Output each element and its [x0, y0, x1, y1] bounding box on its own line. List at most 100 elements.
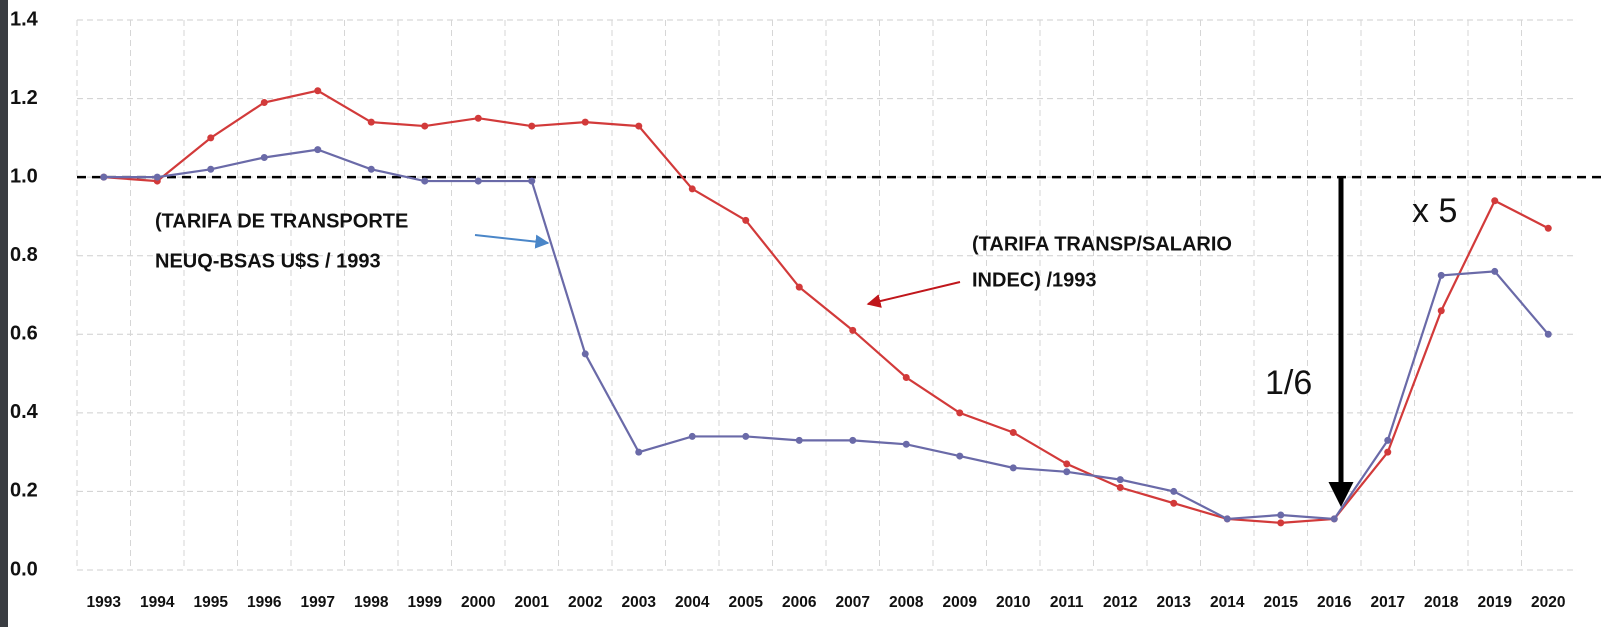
y-tick-label: 0.6: [10, 323, 38, 345]
plot: [77, 87, 1601, 527]
point: [1437, 271, 1445, 279]
x-tick-label: 2003: [622, 594, 657, 611]
point: [421, 122, 429, 130]
point: [1491, 267, 1499, 275]
point: [742, 216, 750, 224]
point: [100, 173, 108, 181]
point: [207, 165, 215, 173]
x-tick-label: 1995: [194, 594, 229, 611]
x-tick-label: 2019: [1478, 594, 1513, 611]
x-tick-label: 2010: [996, 594, 1030, 611]
point: [849, 326, 857, 334]
point: [956, 452, 964, 460]
x-tick-label: 2013: [1157, 594, 1192, 611]
x-tick-label: 2002: [568, 594, 602, 611]
point: [474, 114, 482, 122]
x-tick-label: 2009: [943, 594, 978, 611]
x-tick-label: 2012: [1103, 594, 1137, 611]
point: [367, 165, 375, 173]
annotation: (TARIFA TRANSP/SALARIO: [972, 233, 1232, 255]
point: [1330, 515, 1338, 523]
x-tick-label: 1994: [140, 594, 175, 611]
y-tick-label: 0.2: [10, 480, 38, 502]
point: [1384, 448, 1392, 456]
point: [849, 436, 857, 444]
point: [1491, 197, 1499, 205]
point: [314, 146, 322, 154]
point: [1277, 511, 1285, 519]
x-tick-label: 2017: [1371, 594, 1405, 611]
y-tick-label: 0.4: [10, 401, 39, 423]
series-line: [103, 148, 1550, 521]
point: [581, 350, 589, 358]
point: [1170, 499, 1178, 507]
point: [742, 432, 750, 440]
x-tick-label: 1999: [408, 594, 443, 611]
point: [688, 432, 696, 440]
point: [421, 177, 429, 185]
point: [581, 118, 589, 126]
point: [260, 99, 268, 106]
point: [1009, 429, 1017, 436]
point: [1063, 460, 1071, 468]
y-tick-label: 0.8: [10, 244, 38, 266]
point: [635, 448, 643, 456]
x-tick-label: 2016: [1317, 594, 1352, 611]
annotation: INDEC) /1993: [972, 269, 1097, 291]
point: [1063, 468, 1071, 476]
y-tick-label: 1.2: [10, 87, 38, 109]
point: [1170, 487, 1178, 495]
annotation: 1/6: [1265, 364, 1312, 402]
x-tick-label: 2011: [1050, 594, 1084, 611]
point: [528, 122, 536, 130]
annotation: NEUQ-BSAS U$S / 1993: [155, 250, 381, 272]
x-tick-label: 1997: [301, 594, 335, 611]
x-tick-label: 2000: [461, 594, 495, 611]
x-tick-label: 2008: [889, 594, 924, 611]
point: [1544, 224, 1552, 232]
x-tick-label: 1996: [247, 594, 282, 611]
x-tick-label: 2004: [675, 594, 710, 611]
annotation-arrow: [474, 234, 550, 249]
point: [1384, 436, 1392, 444]
x-tick-label: 2001: [515, 594, 550, 611]
point: [795, 283, 803, 291]
point: [528, 177, 536, 185]
point: [367, 118, 375, 126]
x-tick-label: 1998: [354, 594, 389, 611]
x-tick-label: 2005: [729, 594, 764, 611]
x-tick-label: 2014: [1210, 594, 1245, 611]
point: [1116, 484, 1124, 491]
x-tick-label: 2018: [1424, 594, 1459, 611]
point: [635, 122, 643, 130]
point: [314, 87, 322, 95]
point: [1544, 330, 1552, 338]
point: [902, 374, 910, 381]
x-tick-label: 2015: [1264, 594, 1299, 611]
x-tick-label: 2020: [1531, 594, 1565, 611]
x-tick-label: 2006: [782, 594, 817, 611]
annotation-arrow: [866, 281, 961, 308]
annotation: x 5: [1412, 192, 1457, 230]
x-tick-label: 2007: [836, 594, 870, 611]
point: [1009, 464, 1017, 472]
point: [153, 173, 161, 181]
point: [1116, 476, 1124, 484]
point: [260, 154, 268, 161]
point: [795, 436, 803, 444]
point: [1277, 519, 1285, 527]
point: [1437, 307, 1445, 315]
grid: [76, 19, 1575, 571]
x-tick-label: 1993: [87, 594, 122, 611]
y-tick-label: 0.0: [10, 558, 38, 580]
point: [902, 440, 910, 448]
point: [207, 134, 215, 142]
y-tick-label: 1.0: [10, 165, 38, 187]
y-tick-label: 1.4: [10, 8, 39, 30]
series-line: [103, 89, 1549, 524]
side-strip: [0, 0, 8, 627]
point: [956, 409, 964, 417]
point: [688, 185, 696, 193]
point: [1223, 515, 1231, 523]
